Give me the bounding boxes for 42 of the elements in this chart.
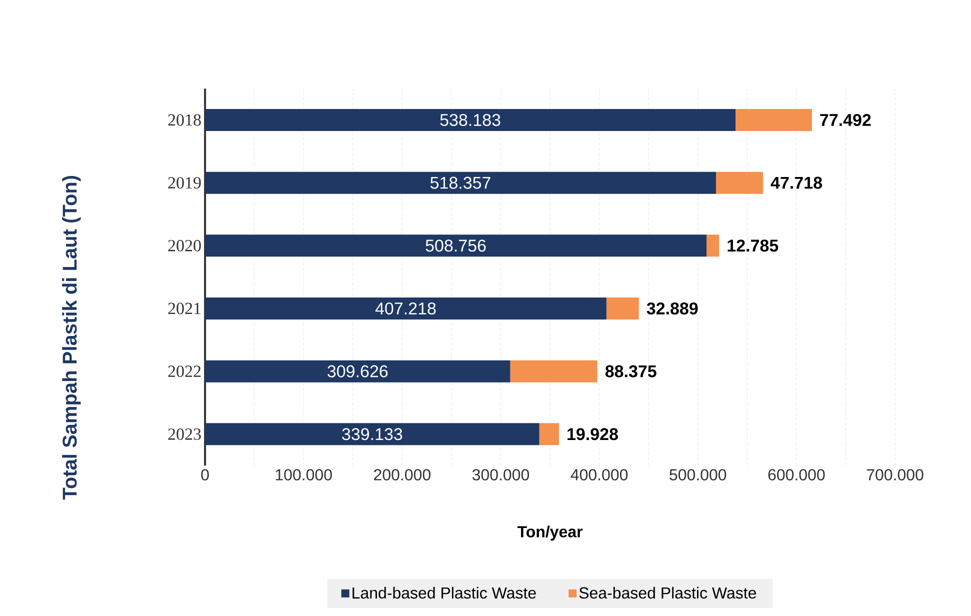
data-label: 339.133	[342, 428, 402, 440]
x-axis-title: Ton/year	[517, 526, 583, 541]
x-tick-label: 700.000	[866, 469, 924, 480]
y-tick-label: 2023	[168, 428, 201, 440]
data-label: 407.218	[375, 302, 436, 315]
data-label: 88.375	[605, 365, 656, 378]
bar	[539, 423, 559, 446]
x-tick-label: 600.000	[768, 469, 825, 480]
y-tick-label: 2021	[168, 302, 200, 314]
x-tick-label: 400.000	[570, 469, 628, 480]
bar	[510, 360, 598, 382]
data-label: 518.357	[430, 176, 490, 189]
data-label: 12.785	[728, 240, 778, 252]
data-label: 538.183	[440, 114, 500, 126]
data-label: 47.718	[770, 176, 822, 189]
bar	[205, 172, 716, 194]
y-tick-label: 2020	[168, 240, 201, 252]
x-tick-label: 500.000	[670, 469, 726, 480]
x-tick-label: 100.000	[276, 469, 332, 480]
bar	[716, 172, 764, 194]
legend-label: Sea-based Plastic Waste	[579, 586, 756, 599]
bar	[205, 423, 540, 446]
bar	[205, 360, 510, 382]
legend-label: Land-based Plastic Waste	[352, 586, 536, 599]
y-axis-title: Total Sampah Plastik di Laut (Ton)	[62, 176, 81, 500]
y-tick-label: 2022	[168, 366, 201, 378]
x-tick-label: 300.000	[472, 469, 530, 480]
x-tick-label: 200.000	[374, 469, 430, 480]
data-label: 77.492	[820, 114, 871, 126]
x-tick-label: 0	[201, 469, 209, 480]
y-tick-label: 2019	[168, 177, 201, 189]
bar	[205, 297, 606, 320]
bar	[706, 234, 720, 257]
data-label: 32.889	[646, 302, 698, 315]
bar	[736, 108, 812, 131]
bar	[606, 297, 639, 320]
data-label: 309.626	[328, 365, 388, 378]
bar	[205, 234, 707, 257]
data-label: 508.756	[426, 240, 486, 252]
y-tick-label: 2018	[168, 114, 201, 126]
bar	[205, 108, 736, 131]
data-label: 19.928	[568, 428, 618, 440]
